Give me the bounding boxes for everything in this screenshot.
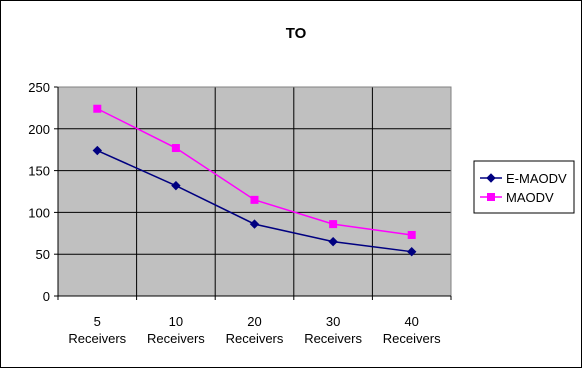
data-point [249, 219, 260, 229]
legend-label: E-MAODV [506, 171, 567, 186]
data-point [171, 144, 180, 153]
x-tick-label: 40 Receivers [383, 314, 441, 346]
data-point [250, 195, 259, 204]
y-tick-label: 50 [36, 247, 50, 262]
y-tick-label: 150 [28, 164, 50, 179]
data-point [93, 104, 102, 113]
legend-label: MAODV [506, 190, 554, 205]
series-layer [92, 104, 417, 257]
x-tick-label: 10 Receivers [147, 314, 205, 346]
data-point [406, 246, 417, 257]
data-point [328, 236, 338, 247]
data-point [92, 145, 103, 156]
legend: E-MAODV MAODV [473, 160, 575, 214]
data-point [329, 220, 338, 229]
y-tick-label: 100 [28, 205, 50, 220]
x-tick-label: 30 Receivers [304, 314, 362, 346]
x-tick-label: 5 Receivers [68, 314, 126, 346]
legend-box [473, 160, 575, 214]
grid-layer [58, 86, 451, 296]
legend-marker [487, 193, 495, 201]
legend-marker [486, 173, 496, 183]
chart-title: TO [286, 25, 307, 42]
data-point [407, 230, 416, 239]
axis-layer: 0 50 100 150 200 250 5 Receivers 10 Receivers 20 Re… [28, 80, 452, 346]
y-tick-label: 200 [28, 122, 50, 137]
y-tick-label: 250 [28, 80, 50, 95]
y-tick-label: 0 [43, 289, 50, 304]
data-point [171, 180, 181, 191]
x-tick-label: 20 Receivers [226, 314, 284, 346]
